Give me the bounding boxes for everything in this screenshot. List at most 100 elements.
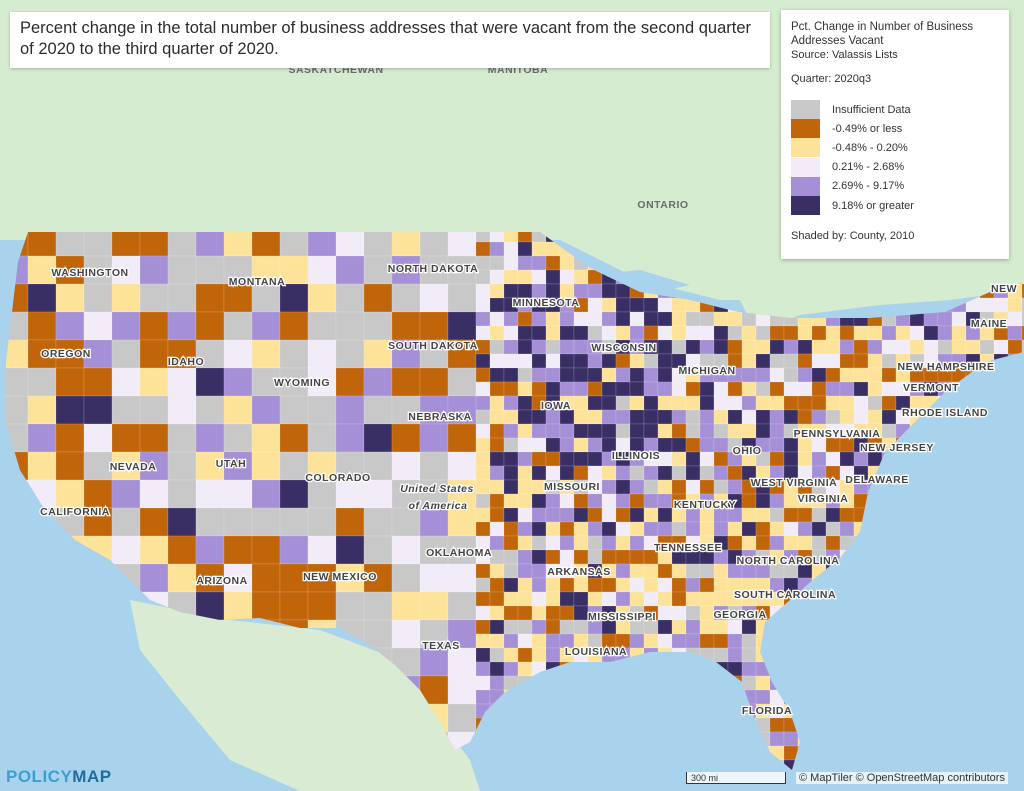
county-cell[interactable]: [531, 367, 547, 383]
county-cell[interactable]: [727, 325, 743, 341]
county-cell[interactable]: [727, 409, 743, 425]
county-cell[interactable]: [517, 633, 533, 649]
county-cell[interactable]: [531, 311, 547, 327]
county-cell[interactable]: [755, 339, 771, 355]
county-cell[interactable]: [475, 591, 491, 607]
county-cell[interactable]: [559, 549, 575, 565]
county-cell[interactable]: [503, 493, 519, 509]
county-cell[interactable]: [741, 423, 757, 439]
county-cell[interactable]: [419, 311, 449, 341]
county-cell[interactable]: [167, 535, 197, 565]
county-cell[interactable]: [643, 423, 659, 439]
county-cell[interactable]: [741, 619, 757, 635]
county-cell[interactable]: [825, 521, 841, 537]
county-cell[interactable]: [993, 339, 1009, 355]
county-cell[interactable]: [195, 395, 225, 425]
county-cell[interactable]: [615, 367, 631, 383]
county-cell[interactable]: [307, 395, 337, 425]
county-cell[interactable]: [447, 283, 477, 313]
county-cell[interactable]: [727, 479, 743, 495]
county-cell[interactable]: [489, 241, 505, 257]
county-cell[interactable]: [629, 591, 645, 607]
county-cell[interactable]: [307, 339, 337, 369]
county-cell[interactable]: [937, 311, 953, 327]
county-cell[interactable]: [615, 577, 631, 593]
county-cell[interactable]: [531, 633, 547, 649]
county-cell[interactable]: [489, 521, 505, 537]
county-cell[interactable]: [475, 479, 491, 495]
county-cell[interactable]: [517, 563, 533, 579]
county-cell[interactable]: [545, 353, 561, 369]
county-cell[interactable]: [671, 563, 687, 579]
county-cell[interactable]: [853, 381, 869, 397]
county-cell[interactable]: [489, 423, 505, 439]
county-cell[interactable]: [811, 437, 827, 453]
county-cell[interactable]: [279, 423, 309, 453]
county-cell[interactable]: [195, 423, 225, 453]
county-cell[interactable]: [475, 311, 491, 327]
county-cell[interactable]: [545, 451, 561, 467]
county-cell[interactable]: [671, 465, 687, 481]
county-cell[interactable]: [223, 311, 253, 341]
county-cell[interactable]: [685, 577, 701, 593]
county-cell[interactable]: [783, 395, 799, 411]
county-cell[interactable]: [825, 353, 841, 369]
county-cell[interactable]: [503, 605, 519, 621]
county-cell[interactable]: [489, 395, 505, 411]
county-cell[interactable]: [335, 479, 365, 509]
county-cell[interactable]: [769, 367, 785, 383]
county-cell[interactable]: [587, 591, 603, 607]
county-cell[interactable]: [531, 493, 547, 509]
county-cell[interactable]: [83, 507, 113, 537]
county-cell[interactable]: [489, 255, 505, 271]
county-cell[interactable]: [587, 283, 603, 299]
county-cell[interactable]: [587, 367, 603, 383]
county-cell[interactable]: [657, 479, 673, 495]
county-cell[interactable]: [587, 423, 603, 439]
county-cell[interactable]: [713, 619, 729, 635]
county-cell[interactable]: [251, 479, 281, 509]
county-cell[interactable]: [699, 619, 715, 635]
county-cell[interactable]: [685, 381, 701, 397]
county-cell[interactable]: [531, 339, 547, 355]
county-cell[interactable]: [713, 563, 729, 579]
county-cell[interactable]: [279, 367, 309, 397]
county-cell[interactable]: [657, 577, 673, 593]
county-cell[interactable]: [713, 465, 729, 481]
county-cell[interactable]: [615, 563, 631, 579]
county-cell[interactable]: [419, 647, 449, 677]
county-cell[interactable]: [573, 325, 589, 341]
county-cell[interactable]: [559, 255, 575, 271]
county-cell[interactable]: [223, 591, 253, 621]
county-cell[interactable]: [685, 339, 701, 355]
county-cell[interactable]: [489, 451, 505, 467]
county-cell[interactable]: [881, 423, 897, 439]
county-cell[interactable]: [727, 521, 743, 537]
county-cell[interactable]: [223, 479, 253, 509]
county-cell[interactable]: [475, 451, 491, 467]
county-cell[interactable]: [559, 283, 575, 299]
county-cell[interactable]: [363, 619, 393, 649]
county-cell[interactable]: [503, 507, 519, 523]
county-cell[interactable]: [867, 325, 883, 341]
county-cell[interactable]: [489, 367, 505, 383]
county-cell[interactable]: [783, 339, 799, 355]
county-cell[interactable]: [475, 395, 491, 411]
county-cell[interactable]: [531, 577, 547, 593]
county-cell[interactable]: [489, 619, 505, 635]
county-cell[interactable]: [139, 451, 169, 481]
county-cell[interactable]: [559, 465, 575, 481]
county-cell[interactable]: [699, 381, 715, 397]
county-cell[interactable]: [503, 577, 519, 593]
county-cell[interactable]: [559, 437, 575, 453]
county-cell[interactable]: [111, 339, 141, 369]
county-cell[interactable]: [853, 395, 869, 411]
county-cell[interactable]: [657, 311, 673, 327]
county-cell[interactable]: [475, 297, 491, 313]
county-cell[interactable]: [629, 633, 645, 649]
county-cell[interactable]: [797, 339, 813, 355]
county-cell[interactable]: [699, 423, 715, 439]
county-cell[interactable]: [783, 507, 799, 523]
county-cell[interactable]: [391, 228, 421, 257]
county-cell[interactable]: [335, 535, 365, 565]
